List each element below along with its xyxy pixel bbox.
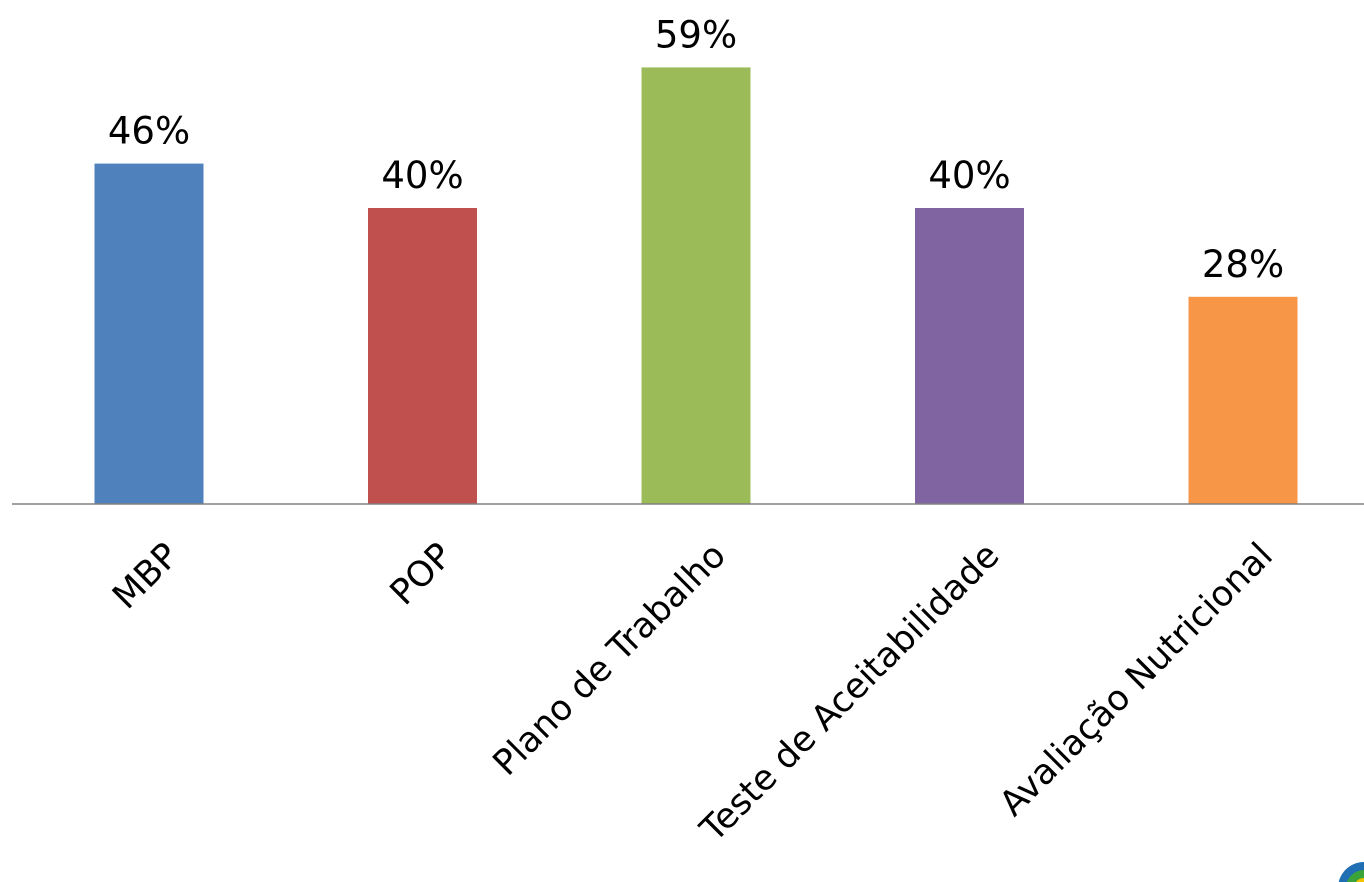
data-label-5: 28% — [1202, 243, 1284, 286]
data-label-3: 59% — [655, 13, 737, 56]
value-labels-group: 46% 40% 59% 40% 28% — [108, 13, 1284, 285]
category-label-4: Teste de Aceitabilidade — [693, 536, 1008, 851]
category-label-5: Avaliação Nutricional — [992, 536, 1281, 825]
bar-2 — [368, 208, 477, 504]
data-label-1: 46% — [108, 110, 190, 153]
bar-4 — [915, 208, 1024, 504]
logo-icon — [1334, 858, 1364, 882]
category-label-1: MBP — [105, 536, 187, 618]
bar-1 — [94, 163, 204, 504]
bars-group — [94, 67, 1298, 505]
category-label-3: Plano de Trabalho — [486, 536, 734, 784]
bar-3 — [641, 67, 751, 505]
bar-5 — [1188, 296, 1298, 504]
data-label-2: 40% — [381, 154, 463, 197]
category-label-2: POP — [383, 536, 461, 614]
data-label-4: 40% — [928, 154, 1010, 197]
